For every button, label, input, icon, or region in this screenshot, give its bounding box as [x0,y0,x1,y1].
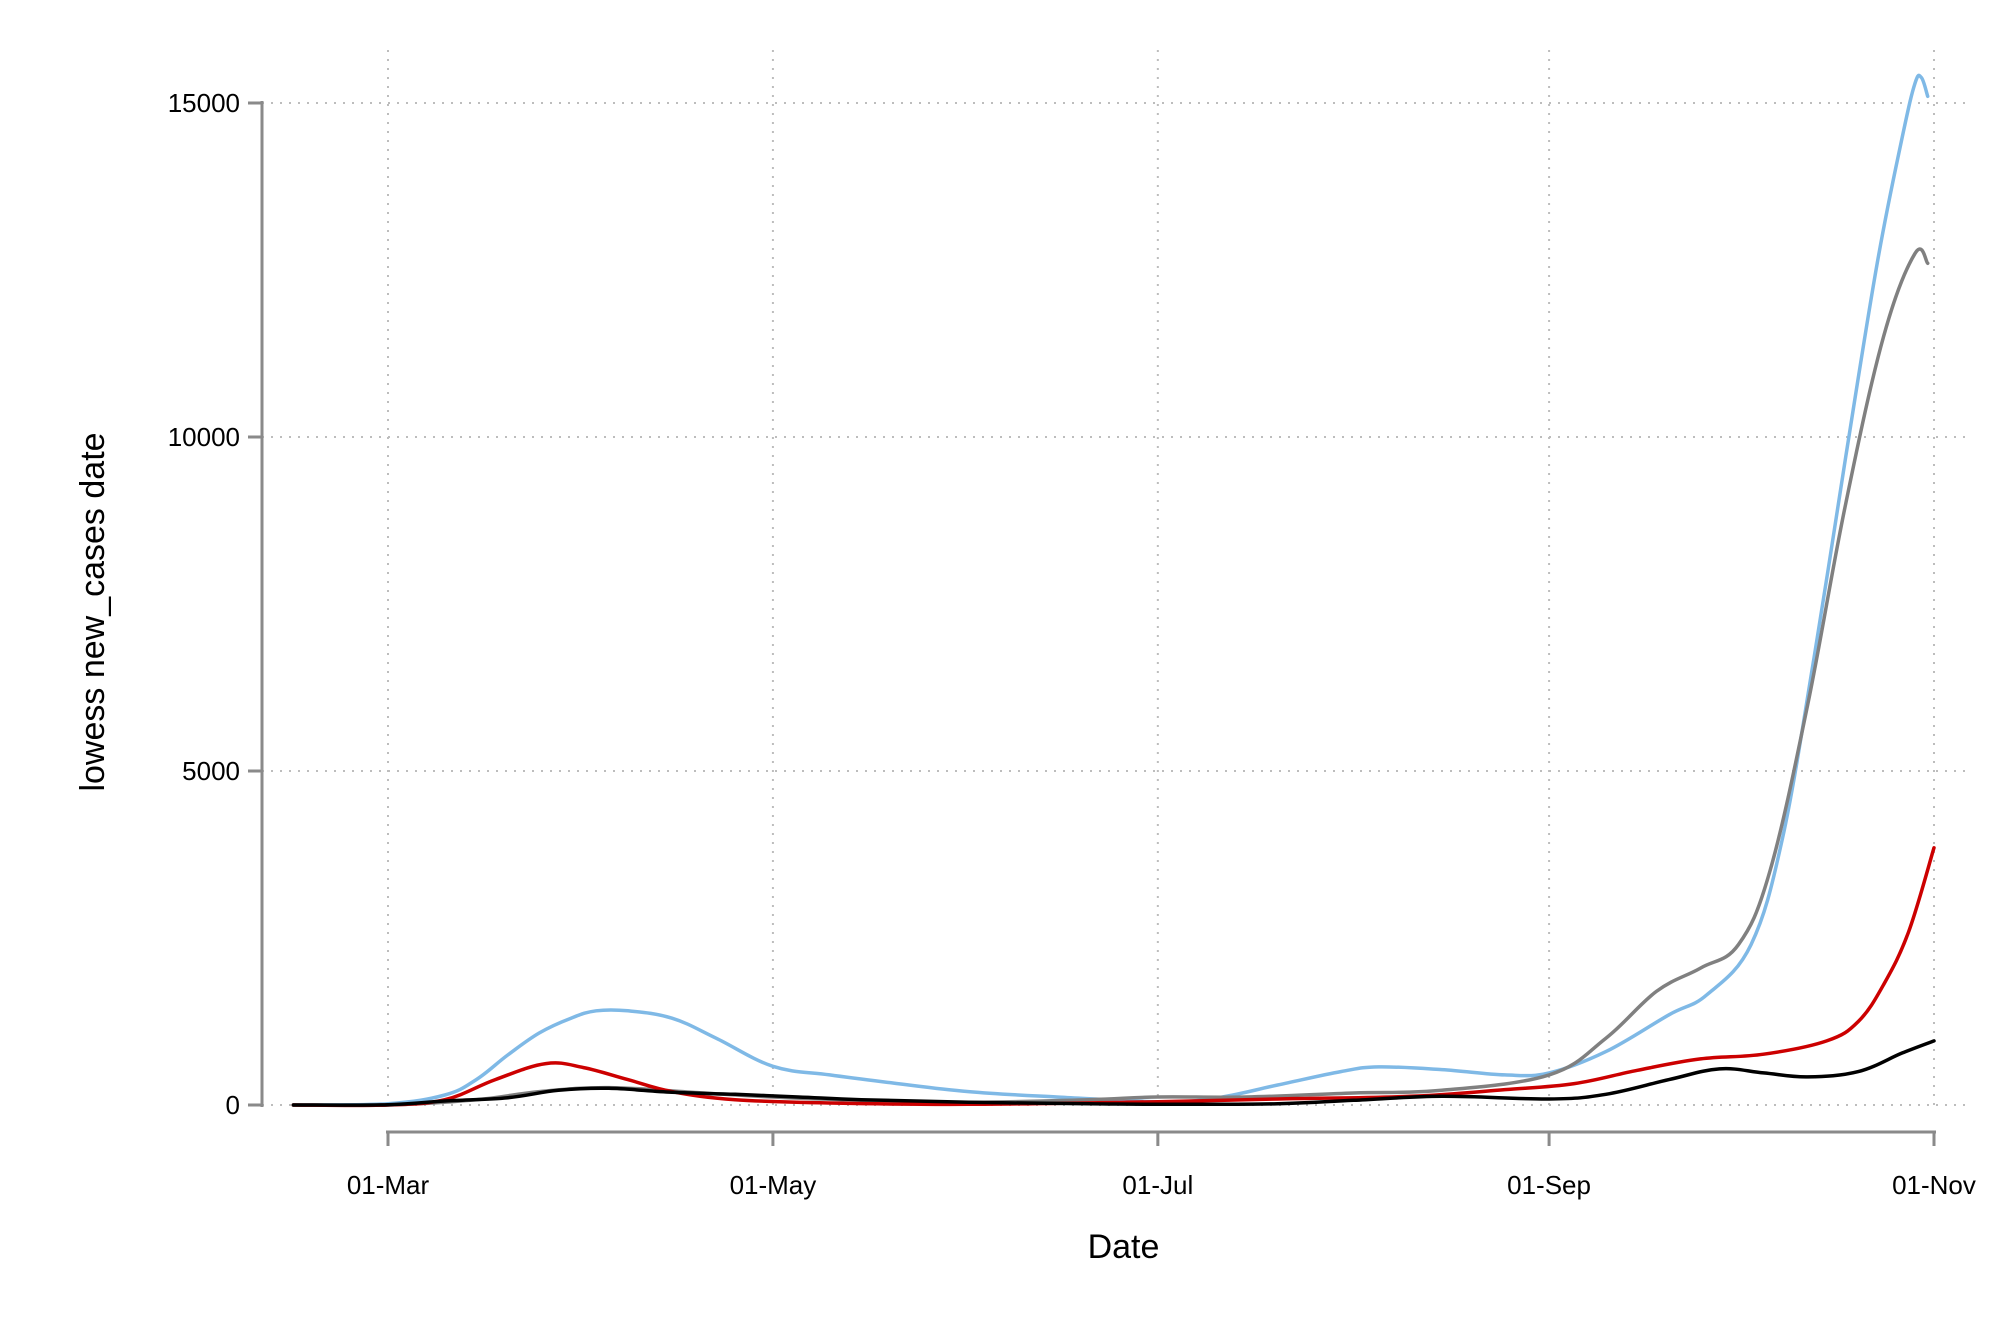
tick-labels: 0 5000 10000 15000 01-Mar 01-May 01-Jul 01-Sep 0… [168,88,1976,1200]
series-lines [291,73,1936,1108]
axes [248,101,1936,1146]
x-tick-label: 01-Jul [1122,1170,1193,1200]
y-tick-label: 10000 [168,422,240,452]
x-tick-label: 01-Mar [347,1170,430,1200]
x-tick-label: 01-May [730,1170,817,1200]
grid [262,50,1965,1106]
x-tick-label: 01-Sep [1507,1170,1591,1200]
y-axis-title: lowess new_cases date [74,432,112,791]
series-line-3 [291,846,1936,1108]
x-tick-label: 01-Nov [1892,1170,1976,1200]
x-axis-title: Date [1088,1228,1160,1266]
series-line-1 [291,73,1930,1107]
y-tick-label: 15000 [168,88,240,118]
y-tick-label: 0 [226,1090,240,1120]
y-tick-label: 5000 [182,756,240,786]
series-line-2 [291,247,1930,1108]
series-line-4 [291,1039,1936,1107]
